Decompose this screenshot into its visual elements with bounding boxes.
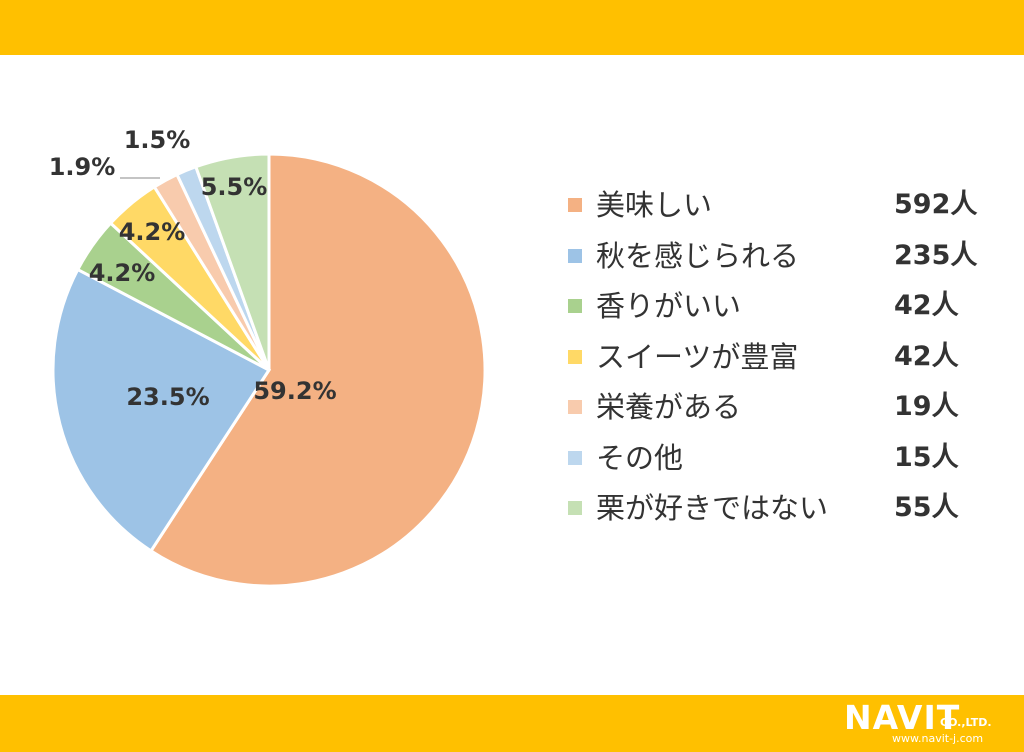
legend-item: 香りがいい 42人: [568, 283, 988, 334]
pie-slice: [193, 152, 271, 371]
legend-count: 42人: [894, 290, 959, 321]
legend-label: スイーツが豊富: [596, 339, 799, 374]
legend-count: 592人: [894, 189, 978, 220]
legend-swatch: [568, 349, 582, 364]
legend-label: 秋を感じられる: [596, 238, 800, 273]
slice-percent-label: 1.9%: [49, 153, 116, 181]
legend-item: 秋を感じられる 235人: [568, 233, 988, 284]
legend-swatch: [568, 248, 582, 263]
legend-label: 栗が好きではない: [596, 491, 829, 525]
pie-slice: [51, 267, 272, 553]
legend-count: 19人: [894, 391, 959, 422]
legend-label: 香りがいい: [596, 289, 742, 323]
legend-item: スイーツが豊富 42人: [568, 334, 988, 385]
legend-label: 美味しい: [596, 188, 713, 222]
legend-swatch: [568, 501, 582, 515]
legend-swatch: [568, 400, 582, 414]
top-banner: [0, 0, 1024, 55]
slice-percent-label: 59.2%: [253, 377, 336, 405]
logo-url: www.navit-j.com: [892, 732, 984, 745]
slice-percent-label: 5.5%: [201, 173, 268, 201]
legend-item: その他 15人: [568, 435, 988, 486]
slice-percent-label: 4.2%: [89, 259, 156, 287]
legend-label: 栄養がある: [596, 390, 742, 424]
logo-suffix: CO.,LTD.: [940, 716, 992, 729]
legend-count: 42人: [894, 340, 959, 372]
slice-percent-label: 4.2%: [119, 218, 186, 246]
slice-percent-label: 1.5%: [124, 126, 191, 154]
logo-name: NAVIT: [844, 698, 961, 737]
legend-item: 美味しい 592人: [568, 182, 988, 233]
slice-percent-label: 23.5%: [126, 383, 209, 411]
legend-count: 55人: [894, 492, 959, 523]
legend-swatch: [568, 450, 582, 465]
legend: 美味しい 592人 秋を感じられる 235人 香りがいい 42人 スイーツが豊富 42人 栄養が…: [568, 182, 988, 536]
legend-swatch: [568, 198, 582, 212]
legend-item: 栗が好きではない 55人: [568, 485, 988, 536]
legend-count: 235人: [894, 239, 978, 271]
legend-item: 栄養がある 19人: [568, 384, 988, 435]
pie-slice: [148, 152, 487, 588]
legend-swatch: [568, 299, 582, 313]
company-logo: NAVIT CO.,LTD. www.navit-j.com: [844, 700, 1020, 748]
bottom-banner: [0, 695, 1024, 752]
legend-label: その他: [596, 440, 684, 475]
legend-count: 15人: [894, 441, 959, 473]
